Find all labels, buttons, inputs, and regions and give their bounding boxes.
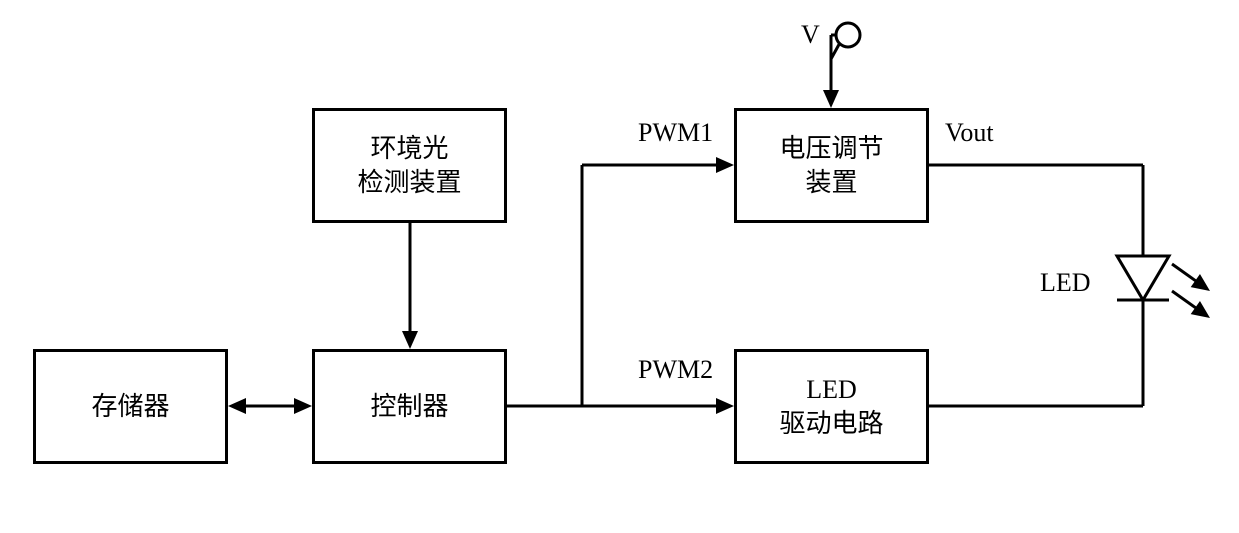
edge-v_in-head bbox=[823, 90, 839, 108]
edge-det_ctrl-head bbox=[402, 331, 418, 349]
edge-to_volt-head bbox=[716, 157, 734, 173]
led-emit-1-head bbox=[1191, 274, 1210, 291]
edge-mem_ctrl-head-e bbox=[294, 398, 312, 414]
edge-to_drv-head bbox=[716, 398, 734, 414]
edge-mem_ctrl-head-w bbox=[228, 398, 246, 414]
led-triangle-icon bbox=[1117, 256, 1169, 300]
connections-layer bbox=[0, 0, 1239, 533]
led-emit-2-head bbox=[1191, 301, 1210, 318]
